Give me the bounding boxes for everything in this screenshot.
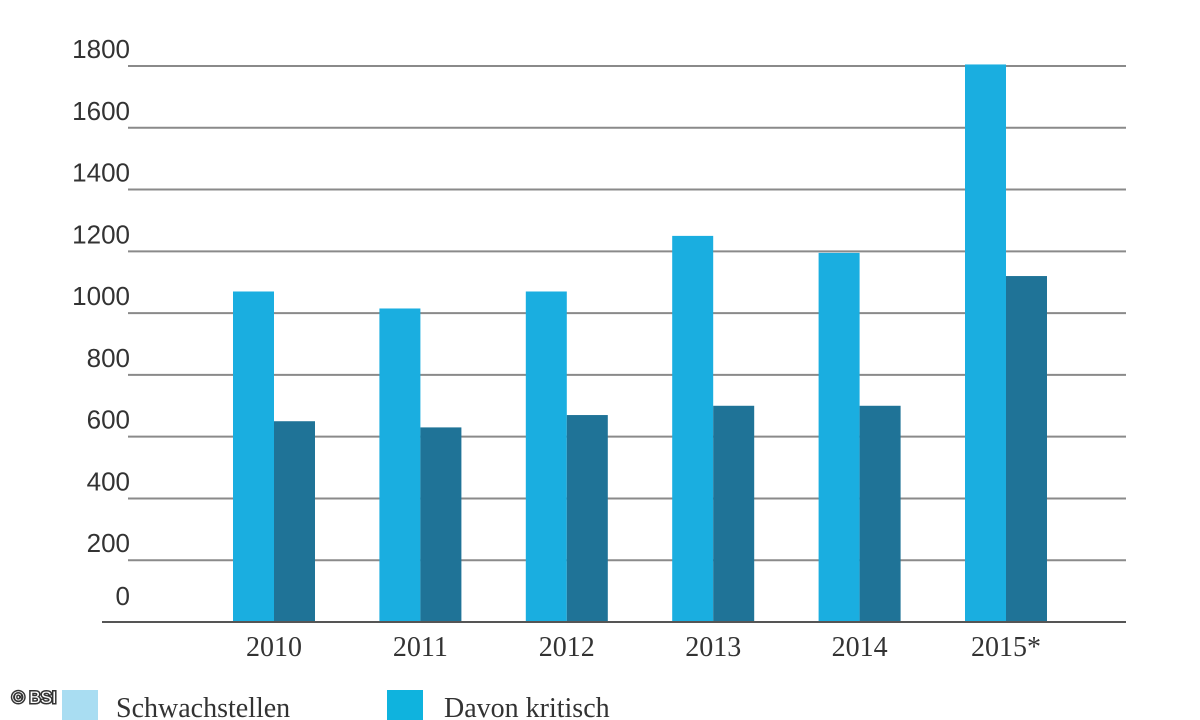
x-tick-label: 2014 — [832, 632, 888, 663]
x-axis-ticks: 2010 2011 2012 2013 2014 2015* — [246, 632, 1041, 663]
x-tick-label: 2010 — [246, 632, 302, 663]
legend-label-schwachstellen: Schwachstellen — [116, 693, 290, 720]
copyright-credit: © BSI — [12, 688, 57, 707]
x-tick-label: 2015* — [971, 632, 1041, 663]
x-tick-label: 2013 — [685, 632, 741, 663]
bars — [233, 64, 1047, 622]
legend: Schwachstellen Davon kritisch — [62, 690, 610, 720]
bar-schwachstellen-2010 — [233, 291, 274, 622]
bar-schwachstellen-2012 — [525, 291, 567, 622]
legend-swatch-davon-kritisch — [387, 690, 423, 720]
y-tick-label: 200 — [87, 528, 130, 558]
bar-davon-kritisch-2012 — [566, 415, 608, 622]
y-tick-label: 800 — [87, 343, 130, 373]
y-tick-label: 400 — [87, 466, 130, 496]
bar-davon-kritisch-2013 — [713, 405, 755, 622]
y-tick-label: 1200 — [72, 219, 130, 249]
x-tick-label: 2012 — [539, 632, 595, 663]
y-tick-label: 0 — [116, 581, 130, 611]
x-tick-label: 2011 — [393, 632, 448, 663]
bar-schwachstellen-2013 — [672, 235, 714, 622]
legend-swatch-schwachstellen — [62, 690, 98, 720]
bar-schwachstellen-2014 — [818, 252, 860, 622]
bar-davon-kritisch-2014 — [859, 405, 901, 622]
y-tick-label: 1800 — [72, 34, 130, 64]
bar-davon-kritisch-2011 — [420, 427, 462, 622]
bar-davon-kritisch-2010 — [274, 421, 315, 622]
y-tick-label: 600 — [87, 405, 130, 435]
y-tick-label: 1000 — [72, 281, 130, 311]
legend-label-davon-kritisch: Davon kritisch — [444, 693, 610, 720]
bar-schwachstellen-2011 — [379, 308, 421, 622]
y-tick-label: 1600 — [72, 96, 130, 126]
bar-davon-kritisch-2015 — [1006, 276, 1047, 622]
y-axis-ticks: 0 200 400 600 800 1000 1200 1400 1600 1800 — [72, 34, 130, 611]
bar-schwachstellen-2015 — [965, 64, 1006, 622]
y-tick-label: 1400 — [72, 158, 130, 188]
